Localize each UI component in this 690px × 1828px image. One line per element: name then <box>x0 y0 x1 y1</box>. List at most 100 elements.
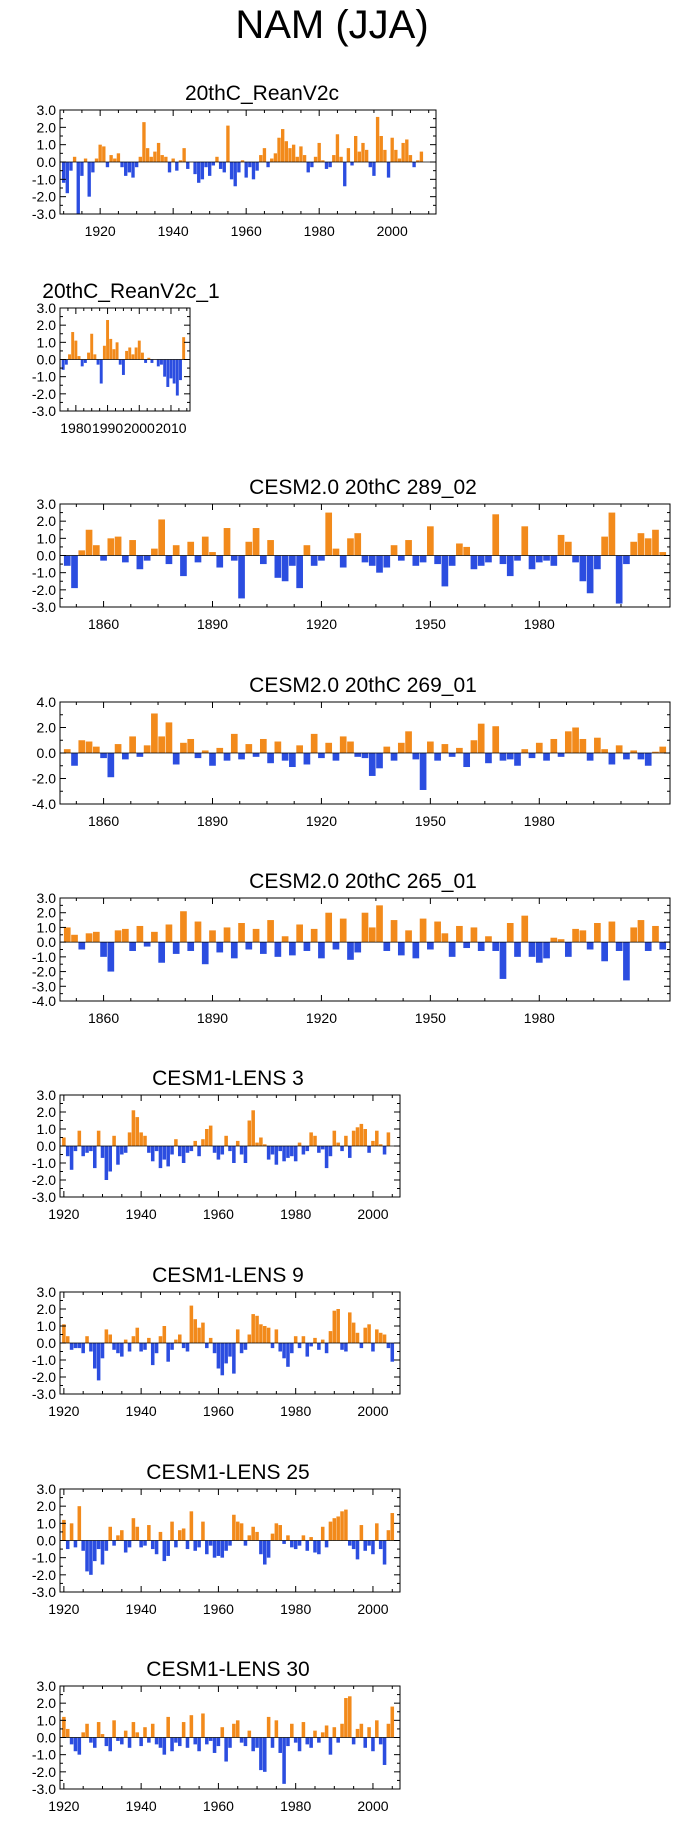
positive-anomaly <box>405 731 412 753</box>
x-tick-label: 1960 <box>203 1403 234 1419</box>
negative-anomaly <box>112 1343 116 1350</box>
negative-anomaly <box>166 1146 170 1167</box>
y-tick-label: -3.0 <box>32 1189 56 1205</box>
positive-anomaly <box>108 1334 112 1343</box>
negative-anomaly <box>412 942 420 959</box>
negative-anomaly <box>220 1540 225 1558</box>
negative-anomaly <box>243 1146 248 1163</box>
positive-anomaly <box>339 918 347 943</box>
negative-anomaly <box>348 1540 352 1546</box>
positive-anomaly <box>232 1514 236 1541</box>
negative-anomaly <box>158 1737 163 1748</box>
negative-anomaly <box>367 1540 371 1546</box>
negative-anomaly <box>89 1540 93 1575</box>
positive-anomaly <box>259 1324 263 1343</box>
x-tick-label: 1990 <box>92 420 123 436</box>
positive-anomaly <box>325 742 333 753</box>
negative-anomaly <box>107 942 115 972</box>
negative-anomaly <box>85 1146 89 1153</box>
negative-anomaly <box>220 1343 225 1376</box>
negative-anomaly <box>282 1737 286 1784</box>
negative-anomaly <box>266 162 270 168</box>
positive-anomaly <box>401 142 405 162</box>
negative-anomaly <box>293 1737 298 1743</box>
positive-anomaly <box>386 1530 391 1541</box>
negative-anomaly <box>528 555 536 570</box>
positive-anomaly <box>150 1723 155 1738</box>
positive-anomaly <box>336 1309 340 1343</box>
x-tick-label: 1980 <box>304 223 335 239</box>
positive-anomaly <box>301 1722 306 1738</box>
x-tick-label: 1890 <box>197 1010 228 1026</box>
positive-anomaly <box>644 538 652 556</box>
negative-anomaly <box>355 1540 360 1560</box>
negative-anomaly <box>166 359 170 387</box>
positive-anomaly <box>205 1129 209 1146</box>
y-tick-label: -2.0 <box>32 1764 56 1780</box>
negative-anomaly <box>100 555 107 561</box>
positive-anomaly <box>230 733 238 754</box>
positive-anomaly <box>405 540 412 556</box>
negative-anomaly <box>232 1343 236 1374</box>
positive-anomaly <box>572 727 579 753</box>
y-tick-label: -3.0 <box>32 1781 56 1797</box>
x-tick-label: 1860 <box>88 1010 119 1026</box>
negative-anomaly <box>108 1146 112 1172</box>
positive-anomaly <box>170 1521 174 1541</box>
positive-anomaly <box>359 1723 364 1738</box>
negative-anomaly <box>223 753 231 761</box>
positive-anomaly <box>182 148 186 162</box>
positive-anomaly <box>320 1339 325 1343</box>
negative-anomaly <box>350 162 354 166</box>
positive-anomaly <box>340 1723 344 1738</box>
negative-anomaly <box>514 555 521 561</box>
negative-anomaly <box>343 162 347 187</box>
positive-anomaly <box>296 745 303 753</box>
positive-anomaly <box>85 1723 89 1738</box>
negative-anomaly <box>185 1737 190 1748</box>
y-tick-label: 2.0 <box>37 1104 57 1120</box>
positive-anomaly <box>336 1142 340 1146</box>
positive-anomaly <box>579 930 587 943</box>
negative-anomaly <box>324 162 329 169</box>
negative-anomaly <box>238 753 245 760</box>
positive-anomaly <box>209 930 216 943</box>
x-tick-label: 1960 <box>231 223 262 239</box>
positive-anomaly <box>129 540 136 556</box>
negative-anomaly <box>81 1540 85 1551</box>
positive-anomaly <box>135 1526 140 1541</box>
negative-anomaly <box>297 1540 302 1546</box>
positive-anomaly <box>187 541 195 556</box>
positive-anomaly <box>85 741 93 753</box>
negative-anomaly <box>263 1540 267 1565</box>
negative-anomaly <box>197 1737 201 1752</box>
positive-anomaly <box>123 1730 128 1738</box>
positive-anomaly <box>390 137 394 162</box>
positive-anomaly <box>313 1337 317 1343</box>
positive-anomaly <box>142 122 146 162</box>
negative-anomaly <box>163 359 167 377</box>
negative-anomaly <box>222 162 226 173</box>
y-tick-label: 1.0 <box>37 919 57 935</box>
positive-anomaly <box>201 536 209 556</box>
positive-anomaly <box>263 1326 267 1343</box>
y-tick-label: -1.0 <box>32 565 56 581</box>
negative-anomaly <box>543 555 550 561</box>
positive-anomaly <box>77 1130 82 1146</box>
negative-anomaly <box>134 162 139 168</box>
negative-anomaly <box>154 1146 159 1152</box>
positive-anomaly <box>131 1336 136 1343</box>
negative-anomaly <box>212 1737 217 1753</box>
x-tick-label: 1890 <box>197 616 228 632</box>
positive-anomaly <box>247 1730 252 1738</box>
negative-anomaly <box>172 753 180 765</box>
negative-anomaly <box>290 1540 294 1548</box>
positive-anomaly <box>290 1723 294 1738</box>
y-tick-label: 0.0 <box>37 934 57 950</box>
negative-anomaly <box>197 1540 201 1548</box>
negative-anomaly <box>289 753 296 768</box>
positive-anomaly <box>564 541 572 556</box>
negative-anomaly <box>147 1737 151 1743</box>
panel-4: CESM2.0 20thC 269_01 -4.0 -2.0 0.0 2.0 4.0 186… <box>32 674 671 829</box>
